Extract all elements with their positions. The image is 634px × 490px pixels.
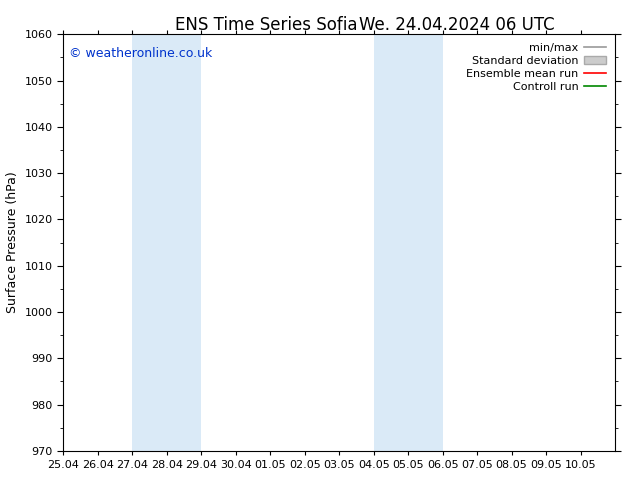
Legend: min/max, Standard deviation, Ensemble mean run, Controll run: min/max, Standard deviation, Ensemble me…	[463, 40, 609, 95]
Text: ENS Time Series Sofia: ENS Time Series Sofia	[175, 16, 358, 34]
Bar	[373, 34, 443, 451]
Y-axis label: Surface Pressure (hPa): Surface Pressure (hPa)	[6, 172, 19, 314]
Bar	[133, 34, 202, 451]
Text: © weatheronline.co.uk: © weatheronline.co.uk	[69, 47, 212, 60]
Text: We. 24.04.2024 06 UTC: We. 24.04.2024 06 UTC	[359, 16, 554, 34]
